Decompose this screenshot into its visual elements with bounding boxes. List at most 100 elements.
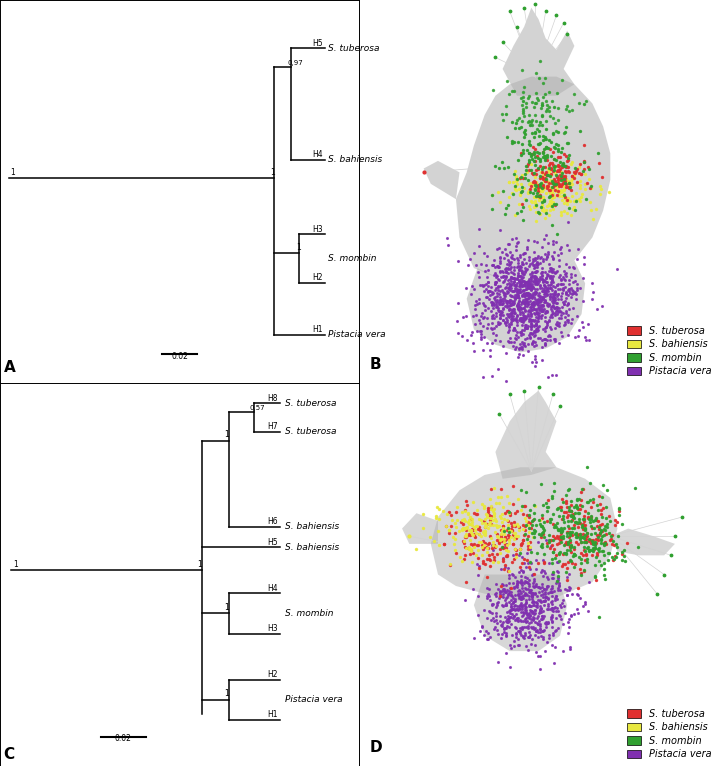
Point — [526, 600, 537, 612]
Point — [514, 261, 526, 273]
Point — [572, 588, 583, 600]
Point — [518, 296, 529, 309]
Point — [526, 119, 538, 131]
Point — [541, 297, 553, 309]
Point — [528, 326, 540, 338]
Point — [538, 172, 550, 185]
Point — [538, 160, 549, 172]
Point — [506, 249, 518, 261]
Point — [469, 303, 480, 315]
Point — [536, 519, 548, 532]
Point — [521, 576, 533, 588]
Point — [536, 610, 548, 622]
Point — [526, 299, 538, 311]
Point — [517, 591, 528, 603]
Point — [518, 328, 529, 340]
Point — [545, 513, 556, 525]
Point — [530, 205, 541, 218]
Point — [543, 265, 554, 277]
Point — [544, 516, 556, 528]
Point — [523, 280, 535, 292]
Point — [478, 539, 490, 552]
Point — [482, 280, 494, 292]
Point — [513, 348, 525, 360]
Point — [533, 250, 544, 263]
Point — [530, 184, 541, 196]
Point — [506, 296, 518, 309]
Point — [546, 218, 558, 231]
Point — [535, 54, 546, 67]
Point — [554, 579, 565, 591]
Point — [535, 283, 546, 295]
Point — [493, 273, 504, 285]
Point — [589, 558, 601, 571]
Point — [548, 176, 559, 188]
Point — [497, 155, 508, 168]
Point — [460, 524, 472, 536]
Point — [529, 254, 541, 266]
Point — [503, 577, 515, 589]
Point — [530, 317, 541, 329]
Point — [535, 312, 546, 324]
Point — [512, 309, 523, 321]
Point — [459, 541, 470, 553]
Point — [546, 586, 558, 598]
Point — [556, 560, 567, 572]
Point — [501, 249, 513, 261]
Point — [564, 201, 575, 214]
Point — [569, 528, 580, 540]
Point — [515, 121, 526, 133]
Point — [459, 515, 470, 527]
Point — [555, 278, 567, 290]
Point — [554, 169, 566, 181]
Point — [593, 611, 605, 623]
Point — [526, 589, 538, 601]
Point — [473, 223, 485, 235]
Point — [524, 326, 536, 339]
Point — [540, 175, 551, 188]
Point — [551, 189, 563, 201]
Point — [508, 314, 519, 326]
Point — [486, 607, 498, 619]
Point — [521, 572, 533, 584]
Point — [531, 187, 543, 199]
Point — [561, 182, 572, 194]
Point — [465, 288, 477, 300]
Point — [481, 553, 493, 565]
Point — [577, 518, 588, 530]
Point — [510, 278, 522, 290]
Point — [540, 266, 551, 278]
Point — [523, 609, 535, 621]
Point — [551, 237, 562, 249]
Point — [457, 506, 468, 519]
Point — [542, 283, 554, 295]
Point — [463, 543, 475, 555]
Point — [590, 551, 602, 563]
Point — [493, 162, 504, 174]
Point — [548, 585, 559, 597]
Point — [559, 170, 571, 182]
Point — [556, 174, 567, 186]
Point — [502, 267, 513, 279]
Point — [540, 322, 551, 334]
Point — [505, 283, 517, 295]
Point — [534, 188, 546, 201]
Point — [521, 287, 532, 300]
Point — [521, 319, 532, 332]
Point — [517, 172, 528, 185]
Point — [568, 88, 579, 100]
Point — [529, 326, 541, 338]
Point — [507, 340, 518, 352]
Point — [493, 287, 504, 300]
Point — [590, 203, 602, 215]
Point — [521, 332, 533, 344]
Point — [543, 166, 554, 178]
Point — [557, 548, 569, 560]
Point — [527, 253, 538, 265]
Point — [493, 260, 505, 273]
Point — [537, 285, 549, 297]
Point — [537, 255, 549, 267]
Point — [505, 280, 516, 292]
Point — [510, 607, 522, 620]
Point — [475, 326, 486, 338]
